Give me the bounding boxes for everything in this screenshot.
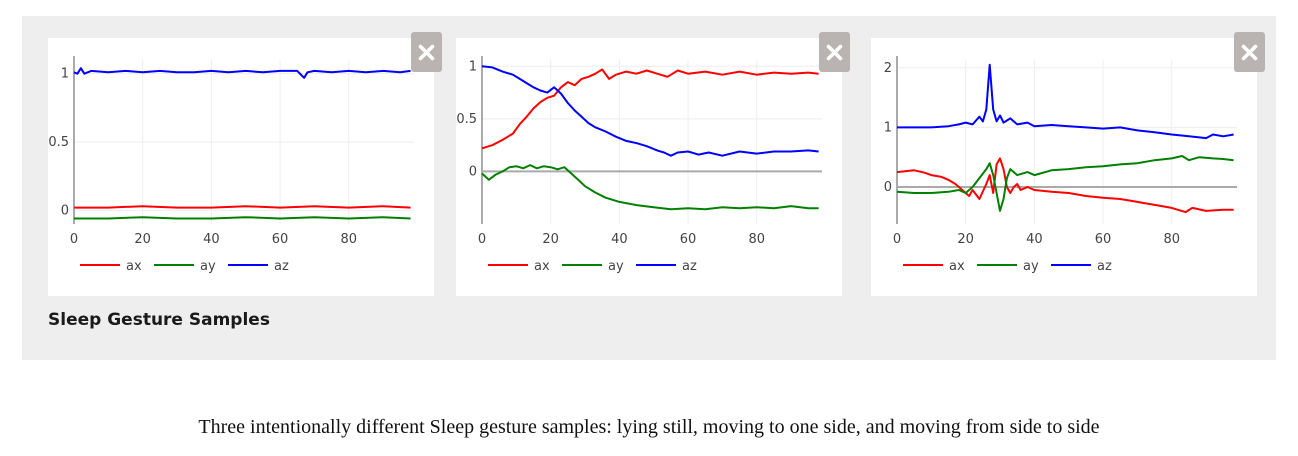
y-tick-label: 0.5	[456, 112, 477, 127]
series-line-az	[481, 65, 819, 157]
close-button[interactable]	[411, 32, 442, 72]
series-line-ay	[896, 155, 1234, 212]
series-line-az	[897, 63, 1234, 140]
x-tick-label: 40	[611, 232, 628, 247]
close-button[interactable]	[819, 32, 850, 72]
y-tick-label: 1	[469, 59, 477, 74]
series-line-ax	[481, 68, 819, 150]
chart-card-lying-still: 0 20 40 60 80 0 0.5 1 ax ay az	[48, 32, 442, 296]
x-tick-label: 80	[1163, 232, 1180, 247]
chart-card-one-side: 0 20 40 60 80 0 0.5 1 ax ay az	[456, 32, 850, 296]
x-tick-label: 80	[340, 232, 357, 247]
legend-label-ax: ax	[126, 259, 142, 274]
x-tick-label: 20	[542, 232, 559, 247]
x-tick-label: 20	[957, 232, 974, 247]
chart-lying-still: 0 20 40 60 80 0 0.5 1 ax ay az	[48, 56, 414, 274]
legend-label-az: az	[274, 259, 289, 274]
series-line-ay	[74, 216, 411, 220]
chart-side-to-side: 0 20 40 60 80 0 1 2 ax ay az	[884, 56, 1237, 274]
legend-label-ay: ay	[608, 259, 624, 274]
x-tick-label: 40	[1026, 232, 1043, 247]
x-tick-label: 60	[680, 232, 697, 247]
series-line-az	[73, 67, 411, 79]
y-tick-label: 1	[884, 120, 892, 135]
x-tick-label: 40	[203, 232, 220, 247]
y-tick-label: 0	[469, 164, 477, 179]
close-button[interactable]	[1234, 32, 1265, 72]
figure-panel: 0 20 40 60 80 0 0.5 1 ax ay az 0 20 40 60 80 0 0.5 1 ax ay a…	[22, 16, 1276, 360]
legend-label-ax: ax	[534, 259, 550, 274]
x-tick-label: 0	[70, 232, 78, 247]
series-line-ax	[896, 157, 1234, 214]
close-icon[interactable]	[418, 44, 435, 61]
y-tick-label: 0	[61, 203, 69, 218]
y-tick-label: 1	[61, 67, 69, 82]
x-tick-label: 60	[272, 232, 289, 247]
y-tick-label: 0.5	[48, 135, 69, 150]
series-line-ay	[481, 164, 819, 211]
figure-title: Sleep Gesture Samples	[48, 310, 270, 330]
legend-label-ay: ay	[1023, 259, 1039, 274]
close-icon[interactable]	[826, 44, 843, 61]
chart-moving-one-side: 0 20 40 60 80 0 0.5 1 ax ay az	[456, 56, 822, 274]
x-tick-label: 0	[893, 232, 901, 247]
y-tick-label: 0	[884, 180, 892, 195]
y-tick-label: 2	[884, 61, 892, 76]
x-tick-label: 20	[134, 232, 151, 247]
series-line-ax	[74, 205, 411, 209]
close-icon[interactable]	[1241, 44, 1258, 61]
x-tick-label: 60	[1095, 232, 1112, 247]
legend-label-ax: ax	[949, 259, 965, 274]
x-tick-label: 80	[748, 232, 765, 247]
x-tick-label: 0	[478, 232, 486, 247]
legend-label-ay: ay	[200, 259, 216, 274]
legend-label-az: az	[682, 259, 697, 274]
figure-caption: Three intentionally different Sleep gest…	[198, 416, 1100, 438]
chart-card-side-to-side: 0 20 40 60 80 0 1 2 ax ay az	[871, 32, 1265, 296]
legend-label-az: az	[1097, 259, 1112, 274]
